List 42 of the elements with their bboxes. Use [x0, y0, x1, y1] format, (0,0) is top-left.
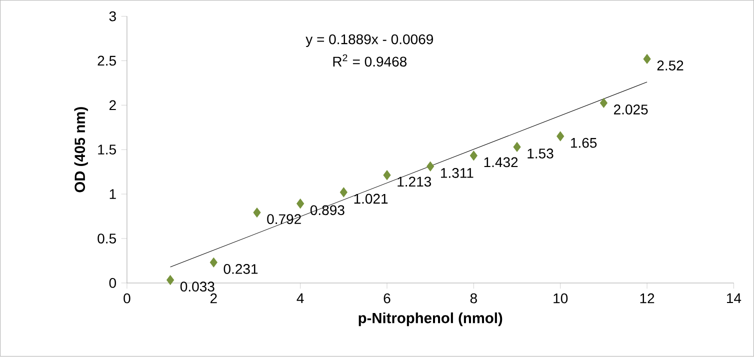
x-tick-label: 10 — [554, 294, 568, 304]
annotation: R$^{2}$ = 0.9468 — [333, 54, 407, 67]
point — [296, 198, 304, 209]
point — [513, 142, 521, 152]
x-tick-label: 8 — [470, 294, 477, 304]
point — [600, 98, 608, 108]
x-tick-label: 2 — [210, 294, 217, 304]
point — [253, 208, 261, 218]
point — [643, 54, 651, 64]
data-label: 1.65 — [571, 138, 597, 148]
data-label: 1.021 — [354, 194, 388, 204]
point — [383, 170, 391, 180]
y-axis-title: OD (405 nm) — [74, 107, 88, 192]
y-tick-label: 0 — [109, 278, 116, 288]
point — [210, 258, 218, 268]
data-label: 1.311 — [441, 168, 474, 178]
x-axis-title: p-Nitrophenol (nmol) — [358, 312, 502, 326]
y-tick-label: 2.5 — [98, 56, 116, 66]
data-label: 0.231 — [224, 264, 258, 274]
data-label: 2.52 — [657, 60, 684, 71]
data-label: 0.033 — [180, 282, 214, 292]
point — [166, 275, 174, 286]
y-tick-label: 3 — [109, 12, 116, 22]
x-tick-label: 14 — [727, 294, 742, 304]
point — [556, 132, 564, 142]
x-tick-label: 0 — [124, 294, 130, 304]
y-tick-label: 1 — [110, 189, 116, 200]
point — [426, 162, 434, 172]
x-tick-label: 4 — [296, 294, 304, 304]
data-label: 1.213 — [398, 176, 432, 187]
data-label: 0.893 — [310, 205, 344, 216]
data-label: 2.025 — [614, 104, 648, 115]
data-label: 1.432 — [484, 157, 518, 168]
x-tick-label: 12 — [640, 294, 654, 304]
x-tick-label: 6 — [384, 294, 390, 304]
y-tick-label: 2 — [109, 100, 116, 110]
data-label: 1.53 — [528, 148, 554, 159]
y-tick-label: 0.5 — [98, 234, 116, 244]
point — [340, 187, 348, 198]
y-tick-label: 1.5 — [98, 144, 116, 155]
point — [470, 150, 478, 161]
annotation: y = 0.1889x - 0.0069 — [306, 34, 433, 48]
